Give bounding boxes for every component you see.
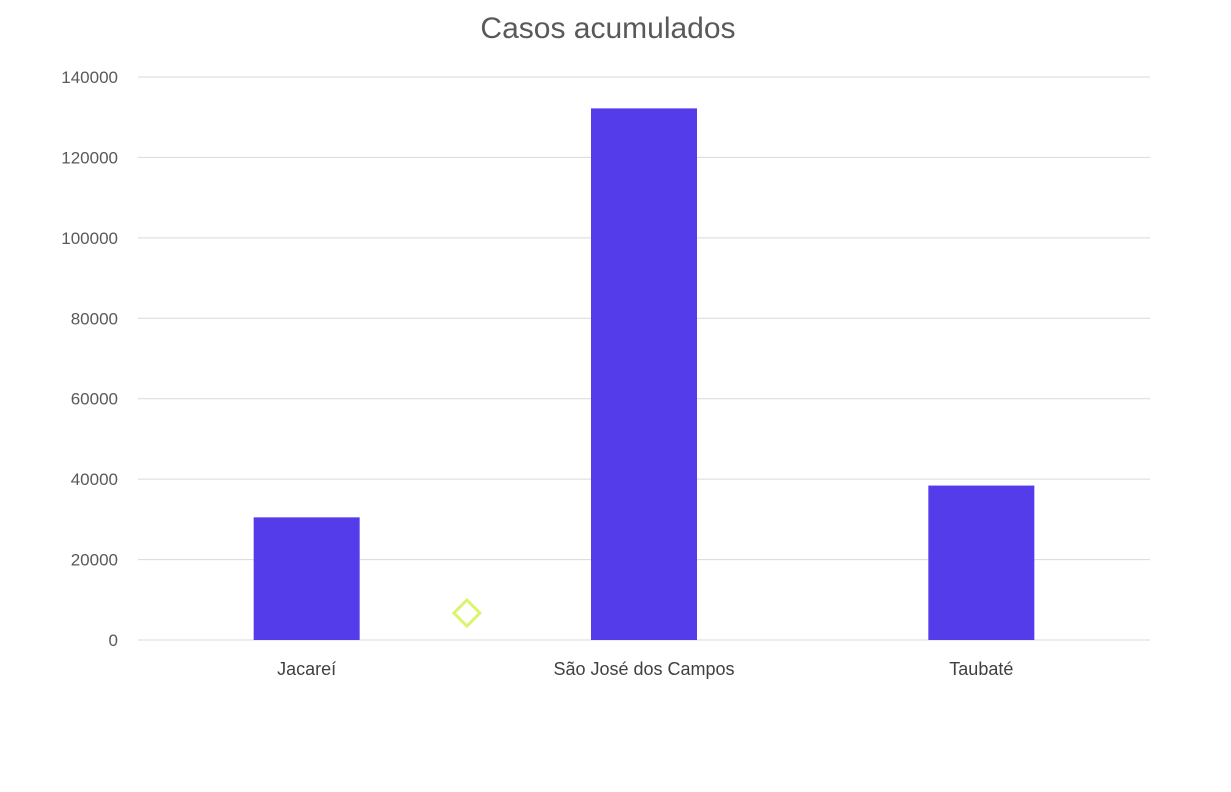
bars (253, 108, 1035, 641)
diamond-marker-icon (451, 597, 483, 629)
y-tick-label: 60000 (71, 390, 118, 409)
x-axis-labels: Jacareí São José dos Campos Taubaté (277, 659, 1013, 679)
y-tick-label: 20000 (71, 551, 118, 570)
y-tick-label: 140000 (61, 68, 118, 87)
y-tick-label: 120000 (61, 148, 118, 167)
x-tick-label: São José dos Campos (553, 659, 734, 679)
y-tick-label: 100000 (61, 229, 118, 248)
x-tick-label: Taubaté (949, 659, 1013, 679)
chart-title: Casos acumulados (480, 12, 735, 45)
y-axis-ticks: 0 20000 40000 60000 80000 100000 120000 140000 (61, 68, 118, 650)
y-tick-label: 0 (109, 631, 118, 650)
bar (591, 108, 697, 641)
cursor-marker (451, 597, 483, 629)
y-tick-label: 40000 (71, 470, 118, 489)
y-tick-label: 80000 (71, 309, 118, 328)
bar (928, 485, 1035, 640)
bar (253, 517, 360, 640)
x-tick-label: Jacareí (277, 659, 336, 679)
